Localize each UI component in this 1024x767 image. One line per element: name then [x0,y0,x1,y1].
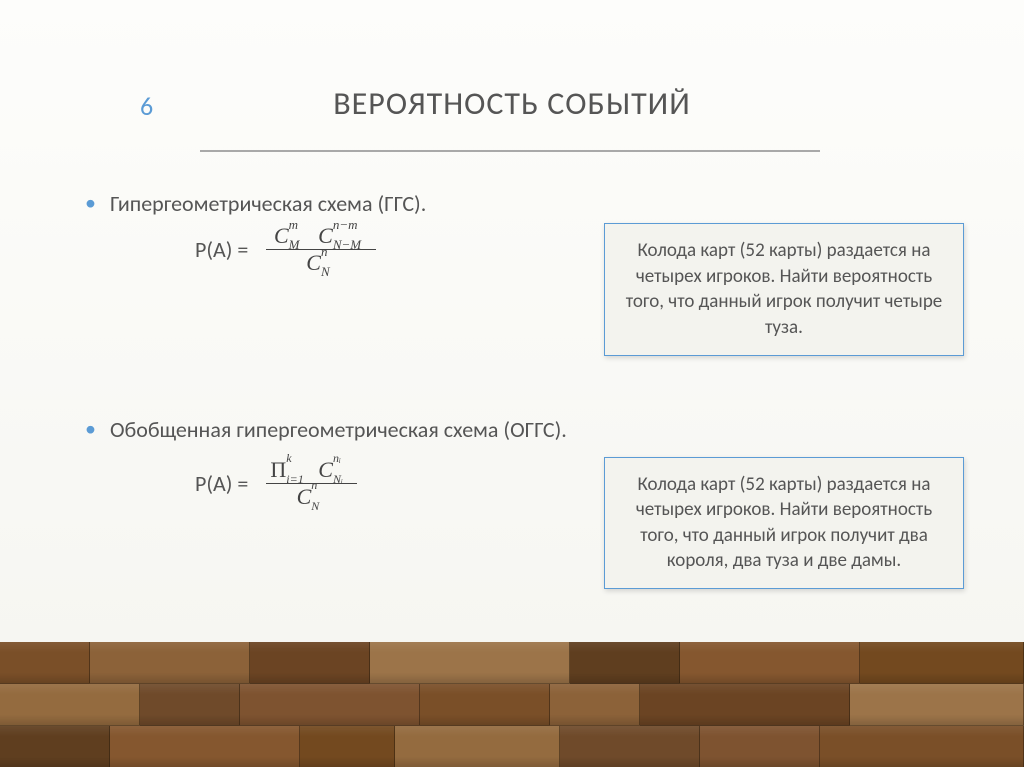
wood-plank [300,726,395,767]
formula-1: P(A) = C m M C n−m N−M [195,223,376,276]
plank-row [0,726,1024,767]
wood-plank [570,642,680,684]
wood-plank [0,642,90,684]
example-box-2: Колода карт (52 карты) раздается на четы… [604,457,964,590]
wood-plank [640,684,850,726]
formula-2-denominator: C n N [293,484,331,510]
wood-plank [90,642,250,684]
combi-2b: C n N [297,484,312,510]
product-symbol: Π k i=1 [270,457,286,483]
wood-plank [395,726,560,767]
wood-floor-decoration [0,642,1024,767]
bullet-marker-icon: • [85,190,96,216]
formula-1-fraction: C m M C n−m N−M C [266,223,376,276]
slide-title: ВЕРОЯТНОСТЬ СОБЫТИЙ [0,84,1024,123]
wood-plank [550,684,640,726]
formula-2: P(A) = Π k i=1 C nᵢ Nᵢ [195,457,357,510]
bullet-2: • Обобщенная гипергеометрическая схема (… [85,416,964,443]
formula-1-denominator: C n N [302,250,340,276]
wood-plank [560,726,700,767]
wood-plank [700,726,820,767]
wood-plank [680,642,860,684]
wood-plank [140,684,240,726]
content-area: • Гипергеометрическая схема (ГГС). P(A) … [85,190,964,589]
combi-1a: C m M [274,223,289,249]
bullet-1-text: Гипергеометрическая схема (ГГС). [110,190,426,217]
bullet-marker-icon: • [85,416,96,442]
wood-plank [860,642,1024,684]
wood-plank [370,642,570,684]
formula-2-fraction: Π k i=1 C nᵢ Nᵢ C [266,457,357,510]
slide: 6 ВЕРОЯТНОСТЬ СОБЫТИЙ • Гипергеометричес… [0,0,1024,767]
formula-1-lhs: P(A) = [195,236,248,263]
combi-2a: C nᵢ Nᵢ [318,457,333,483]
formula-row-2: P(A) = Π k i=1 C nᵢ Nᵢ [85,457,964,590]
formula-row-1: P(A) = C m M C n−m N−M [85,223,964,356]
wood-plank [420,684,550,726]
wood-plank [110,726,300,767]
combi-1c: C n N [306,250,321,276]
wood-plank [820,726,1024,767]
bullet-1: • Гипергеометрическая схема (ГГС). [85,190,964,217]
plank-row [0,642,1024,684]
plank-row [0,684,1024,726]
wood-plank [250,642,370,684]
wood-plank [0,726,110,767]
example-box-1: Колода карт (52 карты) раздается на четы… [604,223,964,356]
wood-plank [850,684,1024,726]
bullet-2-text: Обобщенная гипергеометрическая схема (ОГ… [110,416,567,443]
formula-2-lhs: P(A) = [195,470,248,497]
wood-plank [0,684,140,726]
wood-plank [240,684,420,726]
title-underline [200,150,820,152]
